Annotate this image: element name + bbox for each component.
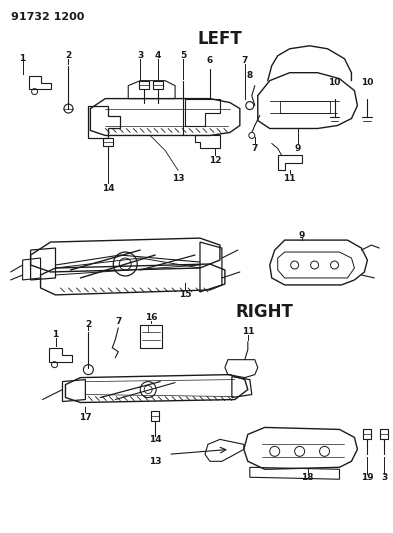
Text: 11: 11 [242,327,254,336]
Text: 16: 16 [145,313,158,322]
Text: 14: 14 [102,184,115,193]
Text: 10: 10 [328,78,341,87]
Text: 1: 1 [52,330,59,340]
Text: 7: 7 [115,317,121,326]
Text: 17: 17 [79,413,92,422]
Text: 5: 5 [180,51,186,60]
Text: 11: 11 [283,174,296,183]
Text: RIGHT: RIGHT [236,303,294,321]
Text: 3: 3 [381,473,387,482]
Text: 9: 9 [298,231,305,240]
Text: 8: 8 [247,71,253,80]
Text: 1: 1 [20,54,26,63]
Text: 19: 19 [361,473,374,482]
Text: LEFT: LEFT [198,30,242,48]
Text: 13: 13 [172,174,184,183]
Text: 2: 2 [85,320,92,329]
Text: 7: 7 [252,144,258,153]
Text: 3: 3 [137,51,143,60]
Text: 13: 13 [149,457,162,466]
Text: 10: 10 [361,78,374,87]
Text: 15: 15 [179,290,191,300]
Text: 14: 14 [149,435,162,444]
Text: 7: 7 [242,56,248,65]
Text: 12: 12 [209,156,221,165]
Text: 2: 2 [65,51,72,60]
Text: 6: 6 [207,56,213,65]
Text: 9: 9 [294,144,301,153]
Text: 4: 4 [155,51,161,60]
Text: 91732 1200: 91732 1200 [11,12,84,22]
Text: 18: 18 [301,473,314,482]
